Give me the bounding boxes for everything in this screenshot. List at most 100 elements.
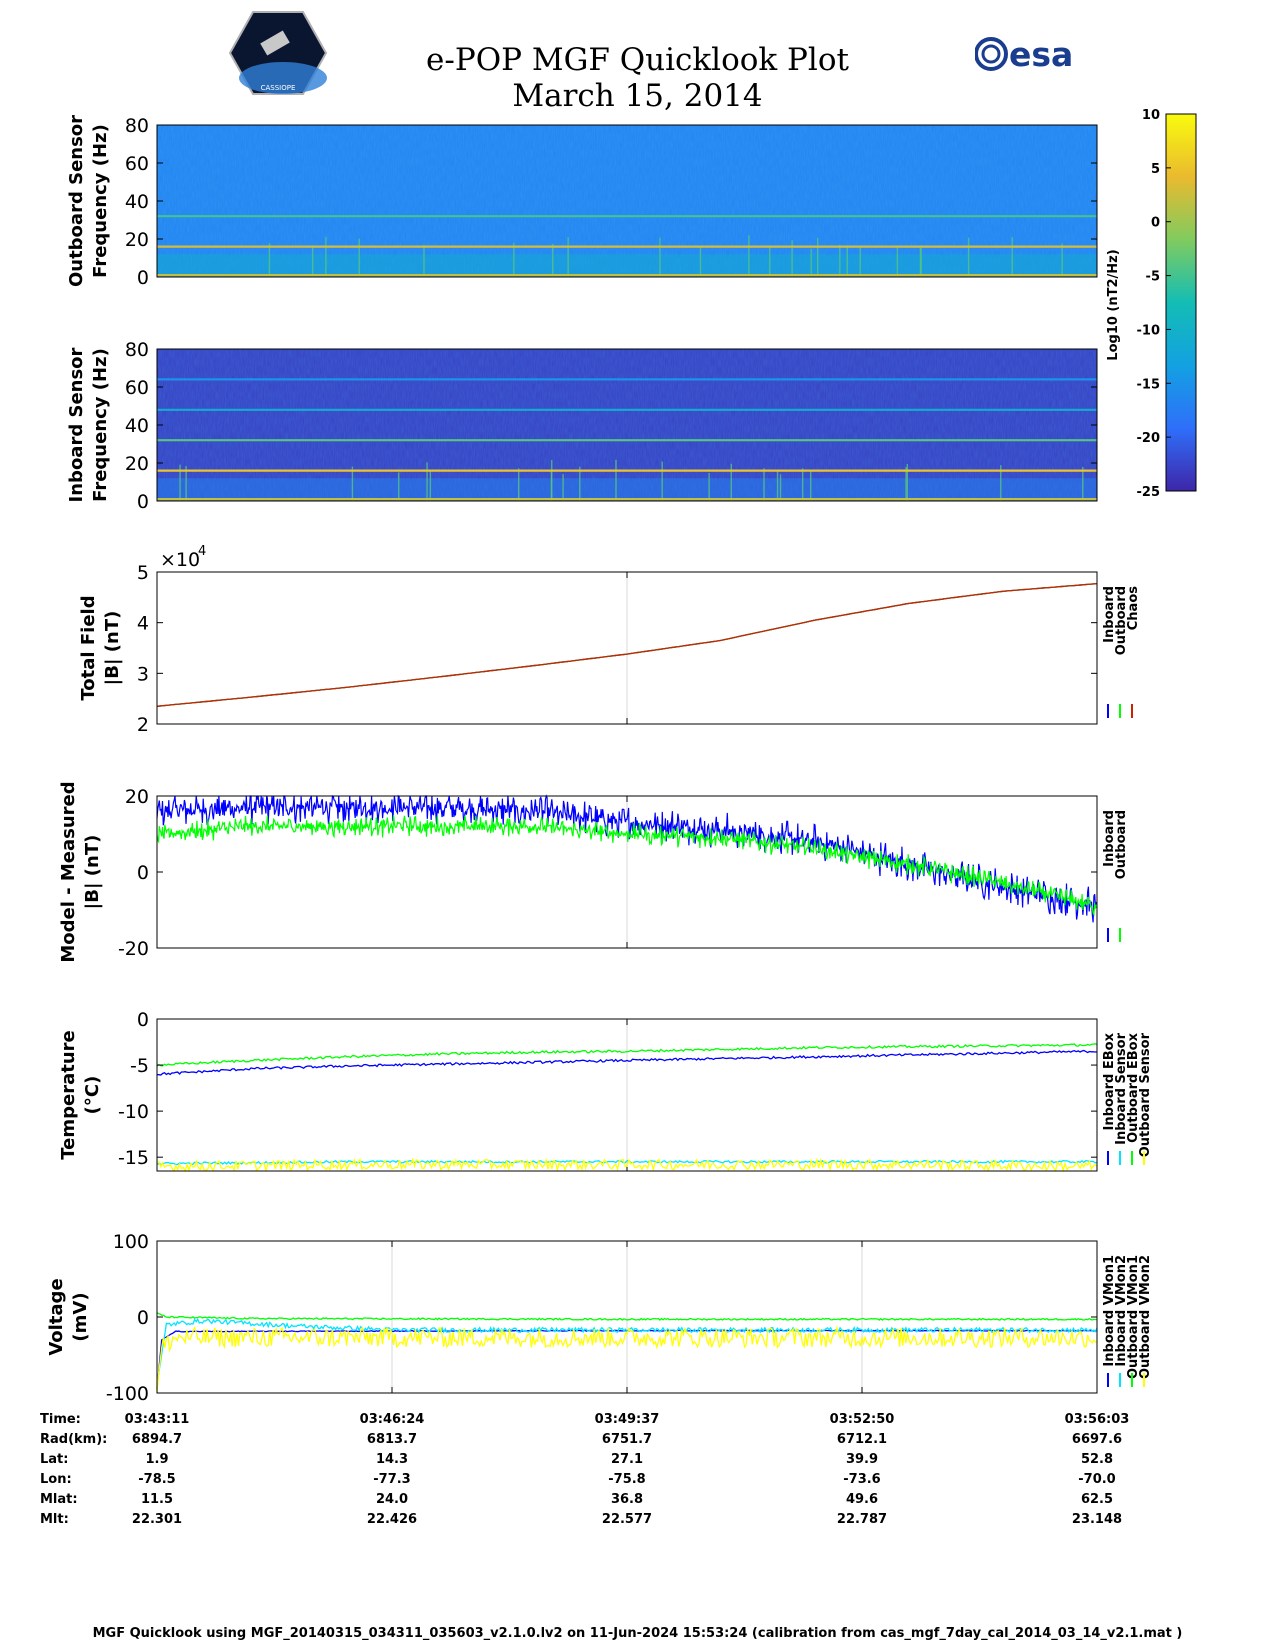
ephemeris-value: 24.0 bbox=[375, 1492, 409, 1507]
temperature-legend-label: Outboard EBox bbox=[1126, 1032, 1141, 1142]
ephemeris-value: 22.301 bbox=[131, 1512, 183, 1527]
model-minus-measured-legend-label: Outboard bbox=[1114, 810, 1129, 879]
voltage-ytick-label: 0 bbox=[137, 1307, 149, 1329]
inboard-spectrogram-lowband bbox=[157, 478, 1097, 501]
ephemeris-value: 22.787 bbox=[836, 1512, 888, 1527]
ephemeris-value: 6697.6 bbox=[1071, 1432, 1123, 1447]
outboard-spectrogram-lowband bbox=[157, 254, 1097, 277]
model-minus-measured-series-outboard bbox=[156, 815, 1098, 917]
temperature-frame bbox=[156, 1018, 1098, 1172]
model-minus-measured-ytick-label: 0 bbox=[137, 862, 149, 884]
outboard-spectrogram-ytick-label: 80 bbox=[125, 115, 149, 137]
voltage-legend-label: Inboard VMon1 bbox=[1102, 1255, 1117, 1367]
colorbar-gradient bbox=[1165, 113, 1197, 492]
ephemeris-value: 03:56:03 bbox=[1064, 1412, 1130, 1427]
inboard-spectrogram-ytick-label: 0 bbox=[137, 491, 149, 513]
temperature-legend-label: Inboard EBox bbox=[1102, 1032, 1117, 1130]
esa-logo-text: esa bbox=[1009, 35, 1073, 74]
ephemeris-value: 39.9 bbox=[845, 1452, 879, 1467]
temperature-series-inboard-ebox bbox=[157, 1049, 1098, 1076]
colorbar-tick-label: 10 bbox=[1142, 108, 1160, 123]
total-field-ytick-label: 3 bbox=[137, 663, 149, 685]
ephemeris-row-label: Lat: bbox=[40, 1452, 69, 1467]
colorbar: 10 5 0 -5 -10 -15 -20 -25 Log10 (nT2/Hz) bbox=[1106, 108, 1197, 500]
inboard-spectrogram-panel: 0 20 40 60 80 Inboard Sensor Frequency (Hz) bbox=[66, 339, 1098, 513]
ephemeris-value: 11.5 bbox=[140, 1492, 174, 1507]
temperature-panel: -15 -10 -5 0 Temperature (°C) Inboard EBoxInbo… bbox=[58, 1009, 1153, 1173]
inboard-spectrogram-ytick-label: 20 bbox=[125, 453, 149, 475]
voltage-legend-label: Outboard VMon2 bbox=[1138, 1255, 1153, 1379]
colorbar-tick-label: -25 bbox=[1137, 485, 1161, 500]
ephemeris-value: 03:49:37 bbox=[594, 1412, 660, 1427]
temperature-ytick-label: -15 bbox=[118, 1147, 149, 1169]
ephemeris-value: 22.577 bbox=[601, 1512, 653, 1527]
voltage-panel: -100 0 100 Voltage (mV) Inboard VMon1Inboard … bbox=[46, 1231, 1153, 1405]
total-field-multiplier-exponent: 4 bbox=[198, 544, 206, 559]
model-minus-measured-legend-label: Inboard bbox=[1102, 810, 1117, 867]
ephemeris-row-label: Time: bbox=[40, 1412, 81, 1427]
ephemeris-value: -77.3 bbox=[373, 1472, 411, 1487]
colorbar-tick-label: -10 bbox=[1137, 323, 1161, 338]
voltage-ylabel-1: (mV) bbox=[70, 1292, 91, 1341]
inboard-spectrogram-noise bbox=[157, 349, 1097, 501]
temperature-series-inboard-sensor bbox=[156, 1159, 1098, 1166]
model-minus-measured-ylabel-0: Model - Measured bbox=[58, 781, 79, 962]
outboard-spectrogram-ylabel-1: Frequency (Hz) bbox=[90, 124, 111, 278]
ephemeris-value: 6894.7 bbox=[131, 1432, 183, 1447]
outboard-spectrogram-panel: 0 20 40 60 80 Outboard Sensor Frequency (Hz) bbox=[66, 115, 1098, 289]
colorbar-tick-label: -15 bbox=[1137, 377, 1161, 392]
ephemeris-value: -78.5 bbox=[138, 1472, 176, 1487]
ephemeris-value: 49.6 bbox=[845, 1492, 879, 1507]
ephemeris-value: 6712.1 bbox=[836, 1432, 888, 1447]
outboard-spectrogram-ylabel-0: Outboard Sensor bbox=[66, 115, 87, 287]
total-field-legend-label: Chaos bbox=[1126, 586, 1141, 630]
ephemeris-value: 1.9 bbox=[145, 1452, 169, 1467]
temperature-ytick-label: -10 bbox=[118, 1101, 149, 1123]
inboard-spectrogram-ytick-label: 60 bbox=[125, 377, 149, 399]
total-field-ylabel-0: Total Field bbox=[78, 595, 99, 700]
cassiope-logo: CASSIOPE bbox=[228, 11, 328, 95]
voltage-ytick-label: 100 bbox=[113, 1231, 149, 1253]
temperature-ylabel-1: (°C) bbox=[82, 1076, 103, 1115]
ephemeris-value: -73.6 bbox=[843, 1472, 881, 1487]
model-minus-measured-ylabel-1: |B| (nT) bbox=[82, 835, 103, 910]
ephemeris-value: 6813.7 bbox=[366, 1432, 418, 1447]
voltage-series-outboard-vmon1 bbox=[156, 1312, 1098, 1321]
inboard-spectrogram-ylabel-0: Inboard Sensor bbox=[66, 347, 87, 502]
voltage-legend-label: Inboard VMon2 bbox=[1114, 1255, 1129, 1367]
ephemeris-value: 03:43:11 bbox=[124, 1412, 190, 1427]
ephemeris-value: 23.148 bbox=[1071, 1512, 1123, 1527]
ephemeris-value: 52.8 bbox=[1080, 1452, 1114, 1467]
ephemeris-value: -70.0 bbox=[1078, 1472, 1116, 1487]
footer-caption: MGF Quicklook using MGF_20140315_034311_… bbox=[92, 1626, 1183, 1641]
model-minus-measured-ytick-label: 20 bbox=[125, 786, 149, 808]
total-field-ytick-label: 2 bbox=[137, 714, 149, 736]
total-field-panel: 2 3 4 5 Total Field |B| (nT) InboardOutboardCh… bbox=[78, 544, 1141, 736]
total-field-legend-label: Inboard bbox=[1102, 586, 1117, 643]
ephemeris-value: 62.5 bbox=[1080, 1492, 1114, 1507]
ephemeris-row-label: Mlt: bbox=[40, 1512, 69, 1527]
plot-title: e-POP MGF Quicklook Plot bbox=[426, 42, 849, 78]
inboard-spectrogram-ylabel-1: Frequency (Hz) bbox=[90, 348, 111, 502]
colorbar-label: Log10 (nT2/Hz) bbox=[1106, 249, 1121, 360]
temperature-legend-label: Outboard Sensor bbox=[1138, 1032, 1153, 1157]
model-minus-measured-ytick-label: -20 bbox=[118, 938, 149, 960]
ephemeris-value: 03:46:24 bbox=[359, 1412, 425, 1427]
ephemeris-value: 03:52:50 bbox=[829, 1412, 895, 1427]
voltage-ytick-label: -100 bbox=[106, 1383, 149, 1405]
colorbar-tick-label: 5 bbox=[1151, 162, 1160, 177]
outboard-spectrogram-ytick-label: 60 bbox=[125, 153, 149, 175]
outboard-spectrogram-noise bbox=[157, 125, 1097, 277]
model-minus-measured-series-inboard bbox=[156, 794, 1098, 923]
total-field-multiplier: ×10 bbox=[160, 549, 200, 571]
outboard-spectrogram-ytick-label: 40 bbox=[125, 191, 149, 213]
ephemeris-value: 14.3 bbox=[375, 1452, 409, 1467]
temperature-ylabel-0: Temperature bbox=[58, 1030, 79, 1159]
ephemeris-value: 27.1 bbox=[610, 1452, 644, 1467]
inboard-spectrogram-ytick-label: 80 bbox=[125, 339, 149, 361]
temperature-series-outboard-ebox bbox=[156, 1043, 1098, 1067]
plot-date: March 15, 2014 bbox=[512, 78, 763, 114]
total-field-ytick-label: 4 bbox=[137, 613, 149, 635]
colorbar-tick-label: 0 bbox=[1151, 216, 1160, 231]
voltage-ylabel-0: Voltage bbox=[46, 1278, 67, 1355]
